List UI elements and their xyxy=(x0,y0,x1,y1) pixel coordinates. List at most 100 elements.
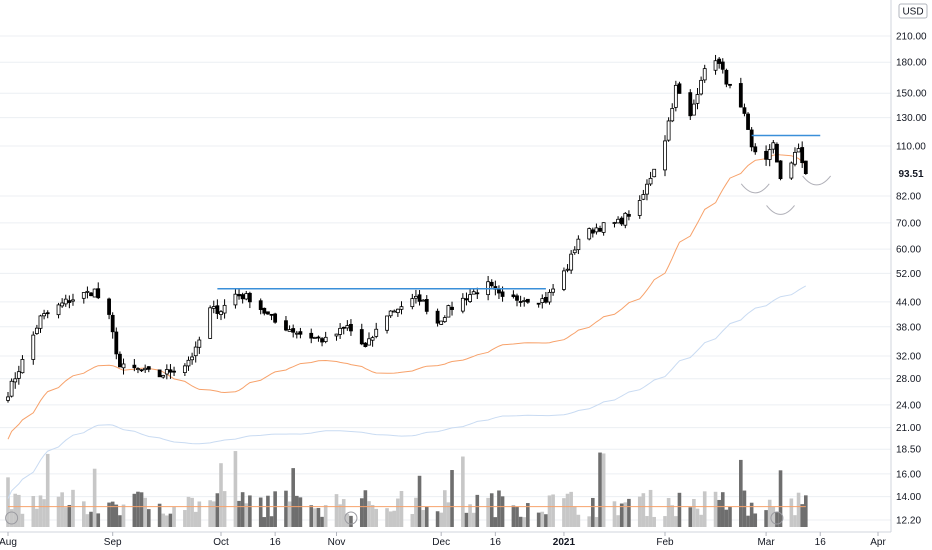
candle-body xyxy=(713,60,718,71)
candle xyxy=(395,308,400,317)
candle xyxy=(219,310,223,321)
candle-body xyxy=(623,212,628,226)
volume-bar xyxy=(67,504,72,527)
candle-body xyxy=(388,310,393,317)
candle-body xyxy=(771,142,776,150)
price-axis[interactable]: 210.00 180.00 150.00 130.00 110.00 82.00 70.00… xyxy=(896,32,927,527)
volume-bar xyxy=(749,502,754,527)
resistance-lines xyxy=(217,134,821,290)
volume-bar xyxy=(569,491,573,527)
candle-body xyxy=(468,294,472,302)
candle xyxy=(702,64,707,83)
volume-bar xyxy=(110,501,115,527)
candlesticks xyxy=(6,54,808,403)
volume-bar xyxy=(165,515,169,527)
volume-bar xyxy=(157,503,162,527)
volume-bar xyxy=(601,453,606,527)
event-marker xyxy=(344,511,358,525)
candle xyxy=(291,324,296,338)
volume-bar xyxy=(211,501,216,527)
candle-body xyxy=(269,313,274,316)
x-tick-label: Sep xyxy=(104,537,122,548)
volume-bar xyxy=(540,511,545,527)
candle-body xyxy=(746,113,750,130)
candle xyxy=(118,351,122,368)
candle xyxy=(370,335,375,347)
candle-body xyxy=(522,300,527,302)
candle-body xyxy=(500,291,505,297)
candle-body xyxy=(168,369,173,373)
y-tick-label: 21.00 xyxy=(896,423,921,434)
candle xyxy=(56,302,61,319)
volume-bar xyxy=(648,489,653,527)
currency-button[interactable]: USD xyxy=(898,3,928,19)
moving-average-long xyxy=(7,285,807,499)
candle-body xyxy=(800,147,805,164)
candle xyxy=(287,325,292,332)
candle xyxy=(450,301,454,316)
candle xyxy=(121,358,126,375)
candle-body xyxy=(395,308,400,314)
volume-bar xyxy=(674,516,678,527)
candle xyxy=(298,327,303,339)
volume-bar xyxy=(9,509,14,527)
volume-bar xyxy=(692,499,696,527)
volume-bar xyxy=(215,493,220,527)
candle xyxy=(771,140,776,154)
candle xyxy=(775,142,779,163)
candle-body xyxy=(193,346,198,357)
y-tick-label: 130.00 xyxy=(896,113,927,124)
candle xyxy=(38,314,43,333)
x-tick-label: 16 xyxy=(815,537,827,548)
candle xyxy=(312,336,317,339)
candle xyxy=(89,292,93,297)
candle-body xyxy=(695,94,700,104)
volume-bar xyxy=(623,502,628,527)
candle-body xyxy=(767,149,772,160)
volume-bar xyxy=(392,510,397,527)
volume-bar xyxy=(468,504,472,527)
volume-bar xyxy=(359,498,364,527)
volume-bar xyxy=(183,510,187,527)
candle xyxy=(385,315,389,334)
candle-body xyxy=(139,369,144,372)
candle xyxy=(746,112,750,131)
volume-bar xyxy=(645,516,649,527)
volume-bar xyxy=(168,513,173,527)
x-tick-label: Oct xyxy=(213,537,229,548)
candle xyxy=(359,323,364,346)
volume-bar xyxy=(764,510,768,527)
candle-body xyxy=(284,320,288,331)
volume-bar xyxy=(38,495,43,527)
candle-body xyxy=(720,61,725,70)
volume-bar xyxy=(233,451,238,527)
candle xyxy=(190,352,195,365)
volume-bar xyxy=(118,515,122,527)
volume-bar xyxy=(562,498,566,527)
candle xyxy=(233,289,238,309)
volume-bar xyxy=(793,515,797,527)
candle-body xyxy=(338,327,343,335)
candle xyxy=(258,298,263,315)
candle-body xyxy=(92,288,97,298)
y-tick-label: 16.00 xyxy=(896,469,921,480)
candle xyxy=(92,288,97,298)
candle-body xyxy=(648,177,653,185)
candle xyxy=(20,355,25,374)
volume-bar xyxy=(515,506,519,527)
volume-bar xyxy=(587,516,592,527)
y-tick-label: 28.00 xyxy=(896,374,921,385)
candle-body xyxy=(42,313,46,317)
candle-body xyxy=(359,329,364,345)
volume-bar xyxy=(208,500,212,527)
candle-body xyxy=(641,194,646,200)
candle xyxy=(587,227,592,241)
candle xyxy=(627,210,631,221)
candle-body xyxy=(38,315,43,329)
time-axis[interactable]: Aug Sep Oct 16 Nov Dec 16 2021 Feb Mar 16 Apr xyxy=(0,532,886,548)
y-tick-label: 82.00 xyxy=(896,191,921,202)
candle-body xyxy=(367,338,371,346)
candle xyxy=(316,335,321,342)
volume-bar xyxy=(85,514,90,527)
